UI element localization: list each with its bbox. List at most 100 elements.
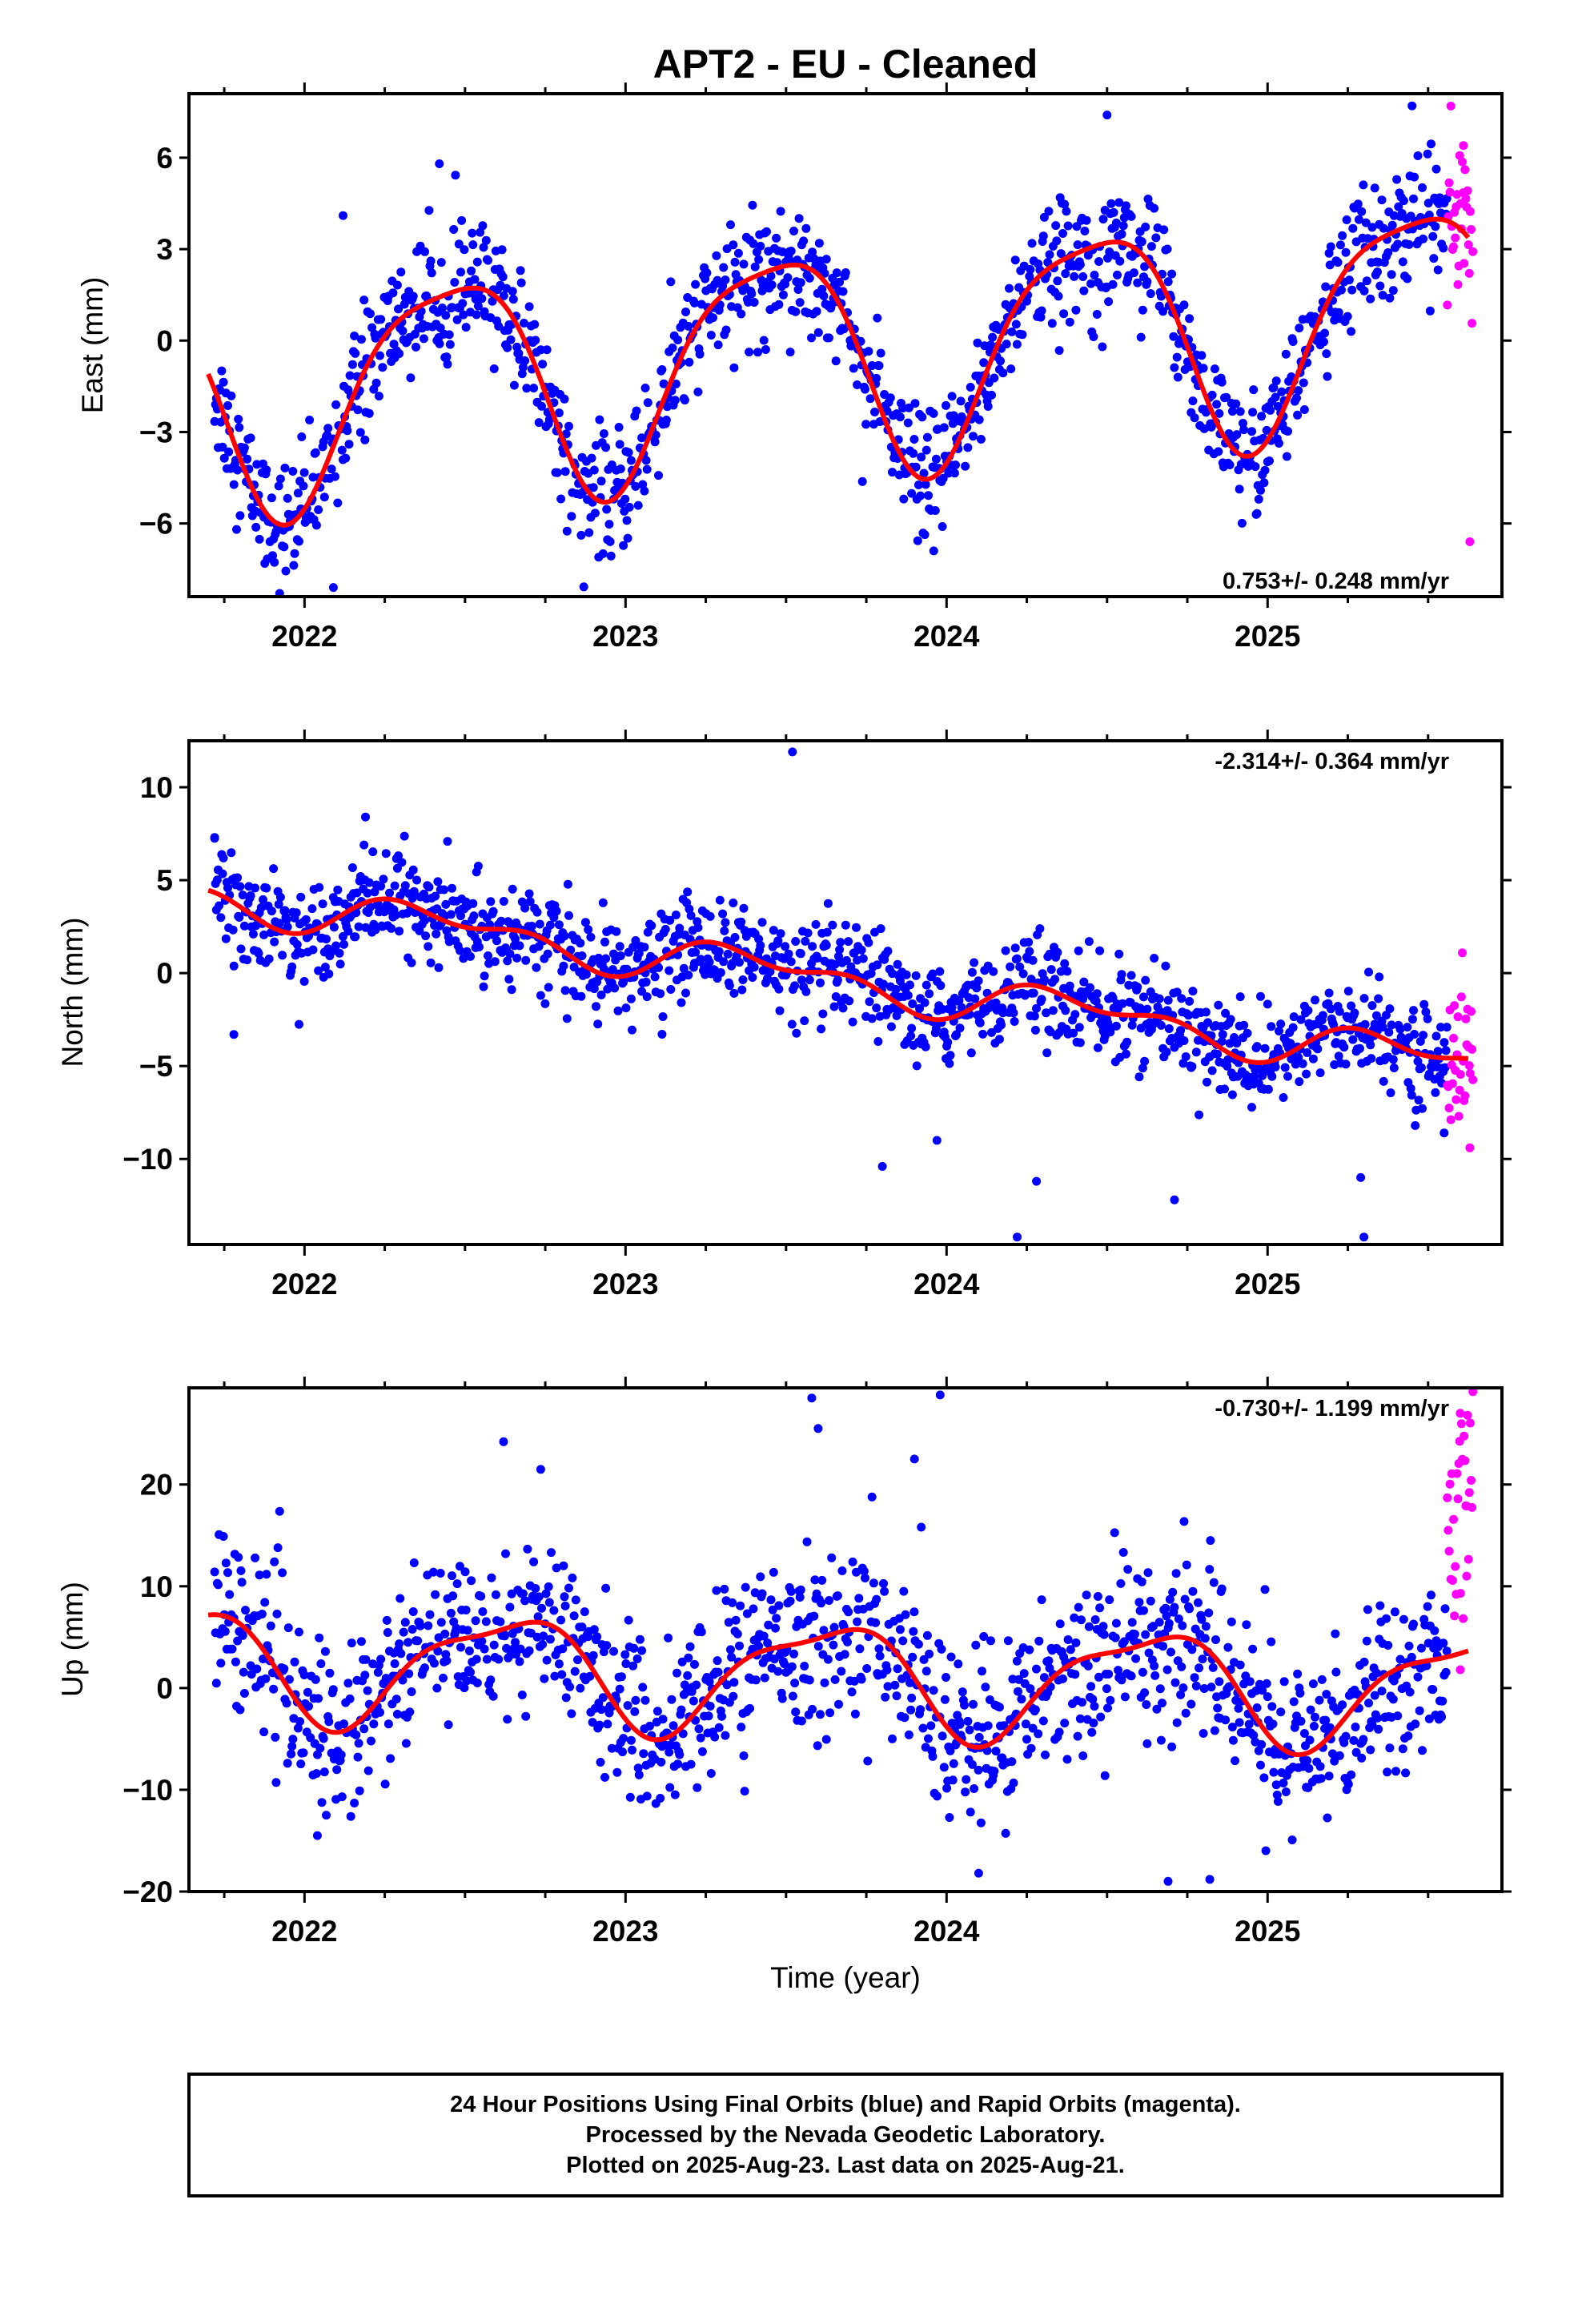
up-final-point: [373, 1667, 383, 1677]
east-final-point: [963, 443, 973, 452]
east-final-point: [436, 258, 446, 267]
up-final-point: [789, 1649, 798, 1659]
up-final-point: [332, 1765, 342, 1775]
up-final-point: [1194, 1598, 1203, 1607]
up-final-point: [1082, 1590, 1091, 1600]
up-final-point: [849, 1676, 859, 1686]
east-final-point: [396, 267, 406, 277]
up-final-point: [320, 1647, 330, 1656]
north-final-point: [1431, 1088, 1440, 1097]
east-final-point: [1089, 332, 1098, 341]
east-final-point: [753, 348, 762, 357]
north-final-point: [1091, 996, 1101, 1006]
east-final-point: [684, 321, 693, 331]
north-final-point: [339, 939, 348, 949]
up-final-point: [524, 1646, 534, 1655]
up-final-point: [850, 1709, 860, 1719]
east-final-point: [1210, 364, 1219, 374]
north-final-point: [1177, 994, 1186, 1003]
east-final-point: [522, 384, 532, 393]
north-final-point: [857, 945, 866, 955]
east-final-point: [1419, 234, 1428, 243]
north-final-point: [756, 941, 765, 951]
east-final-point: [1254, 494, 1263, 504]
north-final-point: [1250, 1072, 1259, 1081]
east-final-point: [468, 240, 478, 250]
up-final-point: [1267, 1702, 1277, 1711]
east-final-point: [637, 433, 647, 443]
up-rapid-point: [1447, 1576, 1457, 1585]
up-final-point: [1078, 1751, 1088, 1760]
up-final-point: [925, 1649, 934, 1659]
north-final-point: [420, 915, 429, 925]
up-final-point: [817, 1598, 826, 1608]
north-final-point: [1291, 1059, 1300, 1069]
up-final-point: [939, 1763, 949, 1772]
up-final-point: [534, 1592, 544, 1602]
up-final-point: [922, 1630, 932, 1640]
north-final-point: [729, 899, 738, 907]
north-final-point: [524, 889, 534, 899]
up-final-point: [749, 1604, 758, 1614]
east-final-point: [1058, 229, 1067, 238]
up-final-point: [452, 1579, 462, 1589]
north-final-point: [903, 991, 913, 1000]
up-final-point: [1228, 1735, 1238, 1745]
up-rapid-point: [1460, 1431, 1469, 1441]
east-final-point: [1007, 327, 1017, 336]
up-final-point: [633, 1763, 643, 1773]
east-final-point: [838, 287, 848, 296]
up-final-point: [751, 1675, 761, 1685]
up-final-point: [766, 1595, 776, 1605]
up-final-point: [521, 1711, 531, 1721]
east-final-point: [786, 247, 796, 255]
up-final-point: [1210, 1726, 1219, 1735]
east-final-point: [461, 323, 471, 332]
up-final-point: [319, 1734, 328, 1743]
north-final-point: [730, 933, 740, 942]
east-final-point: [1012, 340, 1022, 349]
up-final-point: [261, 1674, 271, 1683]
north-final-point: [915, 1003, 924, 1013]
up-final-point: [420, 1663, 429, 1673]
up-final-point: [430, 1659, 439, 1668]
east-final-point: [1260, 465, 1270, 475]
north-final-point: [610, 983, 620, 993]
north-final-point: [335, 959, 345, 969]
up-final-point: [727, 1652, 737, 1662]
up-final-point: [754, 1642, 764, 1651]
east-final-point: [353, 405, 363, 415]
up-final-point: [901, 1610, 910, 1619]
east-final-point: [1207, 390, 1217, 400]
north-outlier-point: [877, 1162, 887, 1171]
up-final-point: [665, 1783, 675, 1792]
north-rapid-point: [1450, 1001, 1460, 1011]
east-final-point: [520, 356, 530, 365]
north-final-point: [391, 911, 400, 920]
up-final-point: [871, 1618, 881, 1627]
up-final-point: [518, 1589, 528, 1598]
east-final-point: [831, 356, 841, 366]
up-final-point: [1405, 1687, 1415, 1697]
north-final-point: [376, 882, 386, 891]
north-final-point: [1024, 938, 1034, 947]
east-final-point: [388, 288, 398, 298]
up-final-point: [726, 1645, 735, 1655]
up-final-point: [596, 1705, 606, 1715]
east-final-point: [668, 343, 677, 352]
up-final-point: [1328, 1749, 1337, 1759]
north-final-point: [715, 895, 725, 905]
up-final-point: [1075, 1714, 1085, 1723]
up-final-point: [1383, 1767, 1392, 1777]
east-final-point: [1146, 289, 1155, 299]
north-final-point: [786, 957, 796, 967]
up-final-point: [893, 1664, 902, 1674]
up-final-point: [1164, 1618, 1174, 1628]
up-final-point: [976, 1818, 986, 1827]
north-final-point: [908, 999, 917, 1008]
east-final-point: [398, 326, 408, 336]
up-final-point: [272, 1609, 282, 1618]
north-final-point: [1218, 1030, 1227, 1039]
up-final-point: [1423, 1602, 1432, 1611]
up-final-point: [900, 1713, 909, 1723]
